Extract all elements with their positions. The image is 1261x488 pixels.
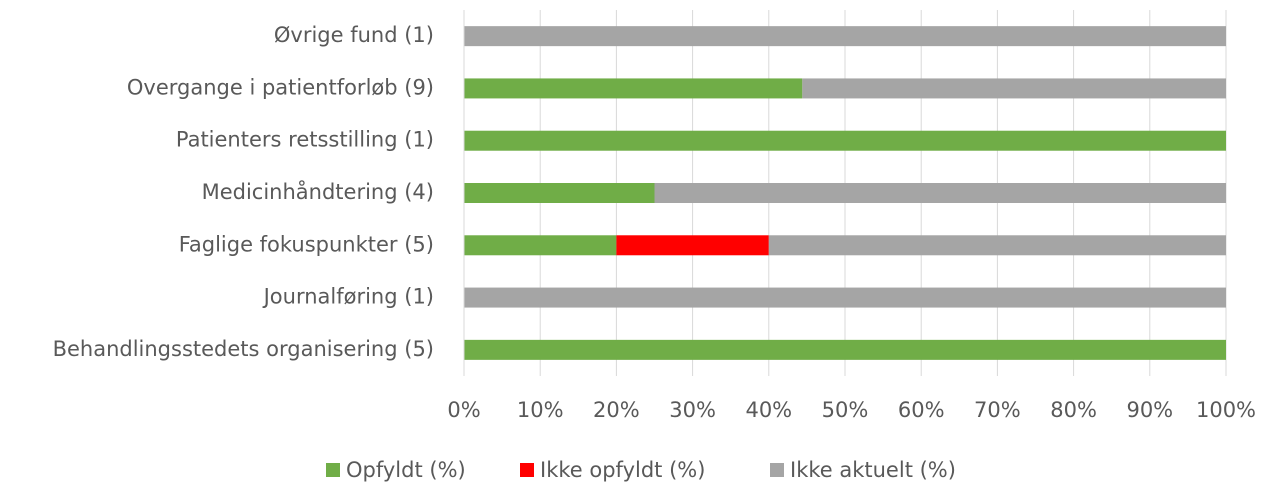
x-tick-label: 20% [593,398,640,422]
legend-label: Ikke opfyldt (%) [540,458,705,482]
x-tick-label: 0% [447,398,480,422]
x-tick-label: 80% [1050,398,1097,422]
x-tick-label: 30% [669,398,716,422]
bar [464,130,1226,151]
bar [802,78,1226,99]
bar [464,26,1226,47]
legend-swatch [326,463,340,477]
y-tick-label: Journalføring (1) [262,285,434,309]
bar [464,287,1226,308]
x-tick-label: 70% [974,398,1021,422]
y-tick-label: Patienters retsstilling (1) [176,128,434,152]
y-tick-label: Overgange i patientforløb (9) [127,75,434,99]
x-tick-label: 50% [822,398,869,422]
x-tick-label: 90% [1126,398,1173,422]
bar [464,235,617,256]
y-tick-label: Behandlingsstedets organisering (5) [53,337,434,361]
bar [464,78,803,99]
bar [654,183,1226,203]
bar [464,183,655,203]
legend-label: Opfyldt (%) [346,458,466,482]
x-tick-label: 100% [1196,398,1256,422]
bar [768,235,1226,256]
legend-swatch [520,463,534,477]
x-tick-label: 60% [898,398,945,422]
y-tick-label: Medicinhåndtering (4) [202,179,434,204]
bar [616,235,769,256]
y-tick-label: Øvrige fund (1) [274,23,434,47]
x-tick-label: 10% [517,398,564,422]
x-tick-label: 40% [745,398,792,422]
y-tick-label: Faglige fokuspunkter (5) [179,232,434,256]
legend-swatch [770,463,784,477]
legend-label: Ikke aktuelt (%) [790,458,956,482]
bar [464,339,1226,360]
